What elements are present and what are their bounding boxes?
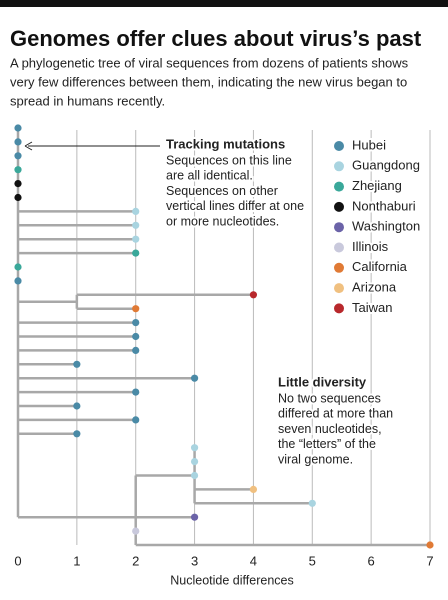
legend-swatch xyxy=(334,141,344,151)
subtitle: spread in humans recently. xyxy=(10,93,165,108)
annotation-text: No two sequences xyxy=(278,391,381,405)
annotation-text: are all identical. xyxy=(166,169,253,183)
annotation-text: Sequences on other xyxy=(166,184,278,198)
legend-label: Washington xyxy=(352,219,420,234)
leaf xyxy=(14,166,22,174)
legend-swatch xyxy=(334,201,344,212)
x-tick-label: 7 xyxy=(426,553,433,568)
legend-label: California xyxy=(352,259,408,274)
annotation-text: the “letters” of the xyxy=(278,437,376,451)
header-bar xyxy=(0,0,448,7)
leaf xyxy=(14,138,22,146)
grid xyxy=(76,130,431,545)
legend-swatch xyxy=(334,262,344,273)
leaf xyxy=(73,430,81,438)
labels: 0 1 2 3 4 5 6 7 Hubei Guangdong Zhejiang Nonthaburi… xyxy=(14,134,433,568)
legend-swatch xyxy=(334,283,344,294)
leaf xyxy=(190,444,199,452)
annotation-text: differed at more than xyxy=(278,407,393,421)
leaf xyxy=(249,291,258,299)
arrow-head xyxy=(24,141,33,151)
leaf xyxy=(132,332,140,341)
annotation-title: Little diversity xyxy=(278,374,367,389)
legend-swatch xyxy=(334,242,344,253)
subtitle: A phylogenetic tree of viral sequences f… xyxy=(10,55,409,70)
legend-swatch xyxy=(334,161,344,172)
leaf xyxy=(132,388,140,396)
leaf xyxy=(190,458,199,466)
leaf xyxy=(14,152,22,160)
annotation-title: Tracking mutations xyxy=(166,136,285,151)
legend-label: Illinois xyxy=(352,239,389,254)
leaf xyxy=(426,541,434,549)
legend-swatch xyxy=(334,181,344,192)
leaf xyxy=(73,360,81,368)
legend-label: Arizona xyxy=(352,280,397,295)
legend-label: Guangdong xyxy=(352,158,420,173)
leaf xyxy=(190,513,199,521)
chart-title: Genomes offer clues about virus’s past xyxy=(10,26,422,51)
legend-label: Zhejiang xyxy=(352,178,402,193)
x-tick-label: 2 xyxy=(132,553,139,568)
leaf xyxy=(14,263,22,271)
legend-label: Hubei xyxy=(352,137,386,152)
subtitle: very few differences between them, indic… xyxy=(10,74,407,89)
leaf xyxy=(132,249,140,257)
x-tick-label: 5 xyxy=(309,553,316,568)
leaf xyxy=(14,193,22,202)
legend-swatch xyxy=(334,222,344,233)
leaves xyxy=(14,124,434,549)
leaf xyxy=(132,416,140,424)
leaf xyxy=(132,221,140,229)
leaf xyxy=(14,180,22,188)
x-tick-label: 3 xyxy=(191,553,198,568)
annotation-text: Sequences on this line xyxy=(166,153,292,167)
leaf xyxy=(132,527,140,535)
x-tick-label: 1 xyxy=(73,553,80,568)
leaf xyxy=(190,471,199,480)
leaf xyxy=(14,277,22,285)
leaf xyxy=(308,499,316,507)
leaf xyxy=(190,374,199,382)
leaf xyxy=(132,305,140,313)
legend-label: Taiwan xyxy=(352,300,392,315)
annotation-text: vertical lines differ at one xyxy=(166,199,304,213)
leaf xyxy=(249,485,258,493)
annotation-text: or more nucleotides. xyxy=(166,214,279,228)
leaf xyxy=(14,124,22,132)
x-tick-label: 0 xyxy=(14,553,21,568)
leaf xyxy=(132,319,140,327)
x-axis-title: Nucleotide differences xyxy=(170,573,293,587)
leaf xyxy=(73,402,81,410)
leaf xyxy=(132,207,140,215)
x-tick-label: 6 xyxy=(368,553,375,568)
x-tick-label: 4 xyxy=(250,553,257,568)
annotation-text: viral genome. xyxy=(278,452,353,466)
legend-label: Nonthaburi xyxy=(352,198,416,213)
legend-swatch xyxy=(334,303,344,314)
leaf xyxy=(132,346,140,354)
annotation-text: seven nucleotides, xyxy=(278,422,382,436)
leaf xyxy=(132,235,140,243)
